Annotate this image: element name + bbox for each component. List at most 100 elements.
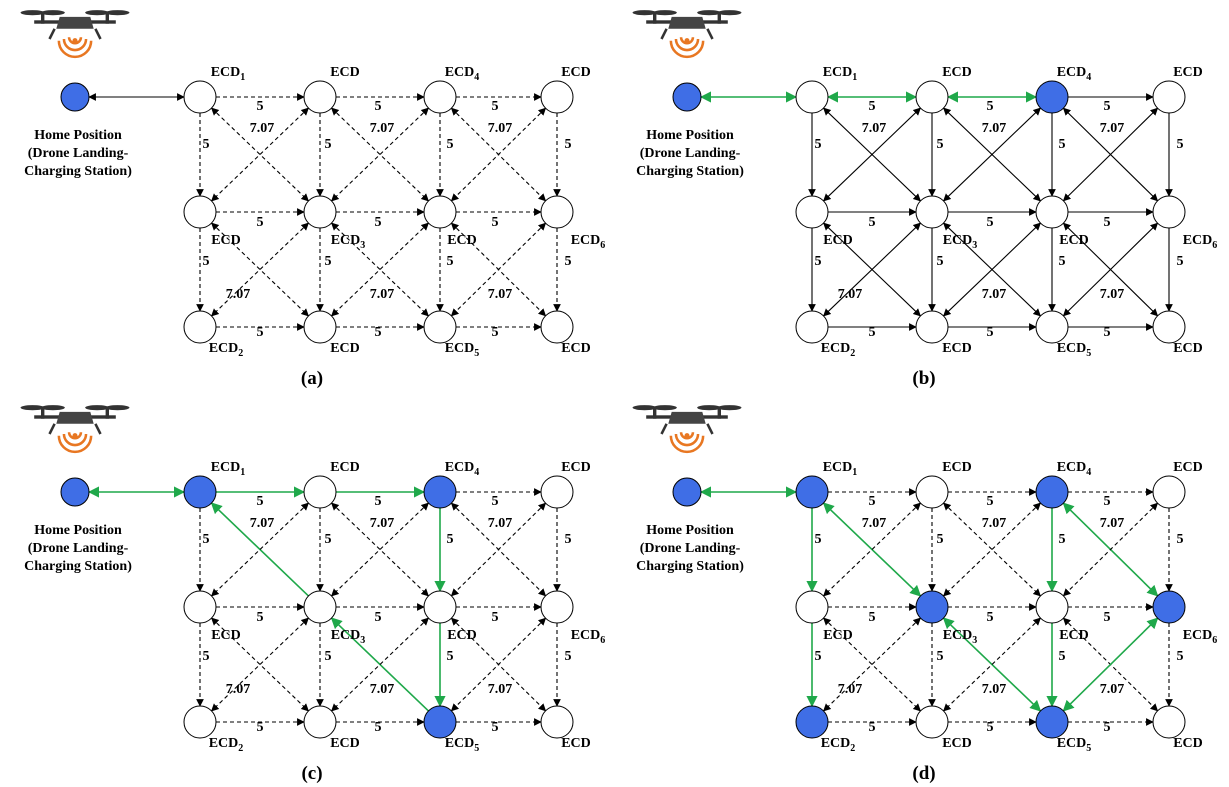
ecd-node	[796, 311, 828, 343]
edge-weight: 5	[325, 532, 332, 547]
node-label-text: ECD	[330, 460, 360, 475]
node-label-text: ECD	[1057, 736, 1087, 751]
edge-weight: 5	[325, 254, 332, 269]
edge-weight: 7.07	[488, 682, 513, 697]
edge-weight: 7.07	[1100, 682, 1125, 697]
edge-weight: 5	[987, 99, 994, 114]
node-label-sub: 3	[972, 635, 977, 646]
node-label-text: ECD	[561, 65, 591, 80]
caption: (b)	[912, 368, 935, 389]
edge-weight: 5	[375, 720, 382, 735]
node-label-sub: 2	[850, 743, 855, 754]
node-label-text: ECD	[942, 65, 972, 80]
ecd-node	[796, 476, 828, 508]
node-label: ECD1	[823, 460, 858, 478]
ecd-node	[184, 591, 216, 623]
node-label-text: ECD	[331, 233, 361, 248]
ecd-node	[916, 311, 948, 343]
edge-weight: 5	[492, 325, 499, 340]
home-label: Charging Station)	[24, 164, 132, 179]
edge-weight: 5	[987, 325, 994, 340]
ecd-node	[184, 81, 216, 113]
node-label-text: ECD	[942, 460, 972, 475]
home-label: Charging Station)	[24, 559, 132, 574]
edge-weight: 5	[1104, 99, 1111, 114]
edge-weight: 5	[937, 649, 944, 664]
drone-icon	[633, 405, 742, 452]
edge-weight: 5	[375, 610, 382, 625]
node-label: ECD5	[1057, 341, 1092, 359]
edge-weight: 5	[869, 215, 876, 230]
edge-weight: 5	[1177, 649, 1184, 664]
edge-weight: 5	[203, 649, 210, 664]
caption: (a)	[301, 368, 323, 389]
ecd-node	[304, 476, 336, 508]
node-label-text: ECD	[1173, 65, 1203, 80]
edge-weight: 5	[1104, 494, 1111, 509]
edge-weight: 7.07	[862, 516, 887, 531]
node-label: ECD	[942, 341, 972, 356]
node-label: ECD4	[445, 460, 480, 478]
node-label: ECD	[211, 233, 241, 248]
ecd-node	[1153, 591, 1185, 623]
node-label-sub: 3	[360, 240, 365, 251]
edge-weight: 7.07	[982, 682, 1007, 697]
node-label: ECD2	[209, 736, 244, 754]
node-label-sub: 2	[238, 743, 243, 754]
ecd-node	[541, 591, 573, 623]
edge-weight: 5	[1059, 532, 1066, 547]
node-label-sub: 2	[850, 348, 855, 359]
node-label-text: ECD	[1183, 233, 1213, 248]
home-label: Home Position	[646, 128, 734, 143]
edge-weight: 5	[203, 532, 210, 547]
edge-weight: 5	[257, 99, 264, 114]
node-label: ECD	[1173, 65, 1203, 80]
node-label-sub: 5	[474, 743, 479, 754]
edge-weight: 5	[492, 99, 499, 114]
edge-weight: 7.07	[370, 121, 395, 136]
node-label-text: ECD	[1057, 460, 1087, 475]
node-label-sub: 1	[852, 467, 857, 478]
node-label-text: ECD	[942, 341, 972, 356]
home-node	[61, 83, 89, 111]
panel: ECD1ECDECD4ECDECDECD3ECDECD6ECD2ECDECD5E…	[633, 10, 1218, 389]
node-label-text: ECD	[561, 736, 591, 751]
edge-weight: 5	[815, 137, 822, 152]
edge-weight: 5	[257, 325, 264, 340]
node-label-sub: 3	[360, 635, 365, 646]
edge-weight: 7.07	[370, 682, 395, 697]
home-label: Home Position	[34, 128, 122, 143]
node-label-text: ECD	[211, 233, 241, 248]
node-label-sub: 3	[972, 240, 977, 251]
edge-weight: 5	[565, 649, 572, 664]
edge-weight: 5	[987, 720, 994, 735]
node-label-text: ECD	[211, 65, 241, 80]
edge-weight: 5	[937, 137, 944, 152]
panel: ECD1ECDECD4ECDECDECD3ECDECD6ECD2ECDECD5E…	[21, 405, 606, 784]
edge-weight: 7.07	[982, 121, 1007, 136]
edge-weight: 5	[375, 99, 382, 114]
node-label: ECD2	[821, 341, 856, 359]
home-node	[673, 478, 701, 506]
edge-weight: 5	[987, 610, 994, 625]
node-label-sub: 6	[1212, 240, 1217, 251]
node-label: ECD	[561, 341, 591, 356]
node-label: ECD	[823, 628, 853, 643]
node-label: ECD6	[571, 628, 606, 646]
ecd-node	[796, 706, 828, 738]
node-label: ECD	[330, 460, 360, 475]
node-label-text: ECD	[1057, 65, 1087, 80]
edge-weight: 5	[1177, 137, 1184, 152]
ecd-node	[1153, 706, 1185, 738]
node-label-text: ECD	[445, 341, 475, 356]
node-label-text: ECD	[823, 460, 853, 475]
node-label: ECD5	[1057, 736, 1092, 754]
edge-weight: 5	[987, 215, 994, 230]
edge-weight: 5	[257, 720, 264, 735]
node-label: ECD5	[445, 341, 480, 359]
node-label-text: ECD	[445, 65, 475, 80]
edge-weight: 5	[492, 720, 499, 735]
edge-weight: 7.07	[488, 287, 513, 302]
home-label: Charging Station)	[636, 164, 744, 179]
edge-weight: 5	[375, 325, 382, 340]
